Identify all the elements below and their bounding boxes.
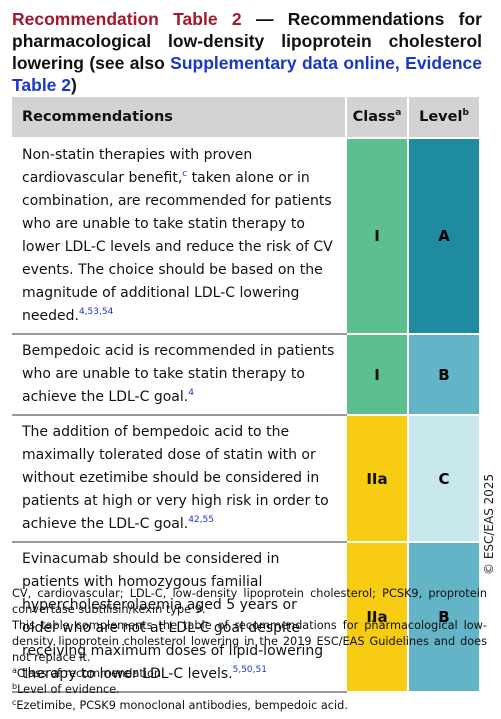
superscript: 4 — [188, 388, 194, 398]
title-text: — Recommendations for pharmacological lo… — [12, 9, 482, 73]
level-cell: C — [407, 415, 479, 543]
copyright: © ESC/EAS 2025 — [482, 473, 496, 575]
header-class-sup: a — [395, 108, 402, 118]
header-level-sup: b — [462, 108, 469, 118]
text: Non-statin therapies with proven cardiov… — [22, 147, 253, 186]
title: Recommendation Table 2 — Recommendations… — [12, 8, 482, 96]
title-link[interactable]: Supplementary data online, Evidence Tabl… — [12, 53, 482, 95]
text: CV, cardiovascular; LDL-C, low-density l… — [12, 587, 487, 616]
table-body: Non-statin therapies with proven cardiov… — [12, 138, 479, 693]
text: Class of recommendation. — [16, 667, 165, 680]
text: The addition of bempedoic acid to the ma… — [22, 424, 329, 532]
header-level-text: Level — [419, 109, 463, 125]
class-cell: I — [345, 334, 408, 416]
footnote: bLevel of evidence. — [12, 682, 487, 698]
table-row: The addition of bempedoic acid to the ma… — [12, 415, 479, 543]
superscript: c — [182, 169, 188, 179]
footnote: cEzetimibe, PCSK9 monoclonal antibodies,… — [12, 698, 487, 714]
text: Level of evidence. — [17, 683, 120, 696]
class-cell: IIa — [345, 542, 408, 693]
footnote: aClass of recommendation. — [12, 666, 487, 682]
title-label: Recommendation Table 2 — [12, 9, 242, 29]
header-recommendations: Recommendations — [12, 97, 346, 139]
recommendation-cell: Non-statin therapies with proven cardiov… — [12, 138, 347, 335]
header-class-text: Class — [352, 109, 396, 125]
superscript: c — [12, 698, 17, 707]
class-cell: I — [345, 138, 408, 335]
text: Ezetimibe, PCSK9 monoclonal antibodies, … — [16, 699, 348, 712]
table-row: Bempedoic acid is recommended in patient… — [12, 334, 479, 416]
footnotes: CV, cardiovascular; LDL-C, low-density l… — [12, 586, 487, 714]
footnote: CV, cardiovascular; LDL-C, low-density l… — [12, 586, 487, 618]
recommendation-cell: The addition of bempedoic acid to the ma… — [12, 415, 347, 543]
footnote: This table complements the table of reco… — [12, 618, 487, 666]
title-end: ) — [71, 75, 77, 95]
header-class: Classa — [345, 97, 408, 139]
recommendation-cell: Bempedoic acid is recommended in patient… — [12, 334, 347, 416]
header-row: Recommendations Classa Levelb — [12, 97, 479, 139]
table-row: Non-statin therapies with proven cardiov… — [12, 138, 479, 335]
header-level: Levelb — [407, 97, 479, 139]
superscript: 5,50,51 — [232, 665, 267, 675]
superscript: 4,53,54 — [78, 307, 114, 317]
recommendation-table: Recommendations Classa Levelb Non-statin… — [12, 97, 479, 693]
text: taken alone or in combination, are recom… — [22, 170, 333, 324]
class-cell: IIa — [345, 415, 408, 543]
recommendation-cell: Evinacumab should be considered in patie… — [12, 542, 347, 693]
text: This table complements the table of reco… — [12, 619, 487, 664]
text: Bempedoic acid is recommended in patient… — [22, 343, 335, 405]
table-row: Evinacumab should be considered in patie… — [12, 542, 479, 693]
level-cell: B — [407, 334, 479, 416]
superscript: 42,55 — [188, 515, 214, 525]
text: Evinacumab should be considered in patie… — [22, 551, 324, 682]
superscript: b — [12, 682, 18, 691]
superscript: a — [12, 666, 17, 675]
level-cell: B — [407, 542, 479, 693]
level-cell: A — [407, 138, 479, 335]
